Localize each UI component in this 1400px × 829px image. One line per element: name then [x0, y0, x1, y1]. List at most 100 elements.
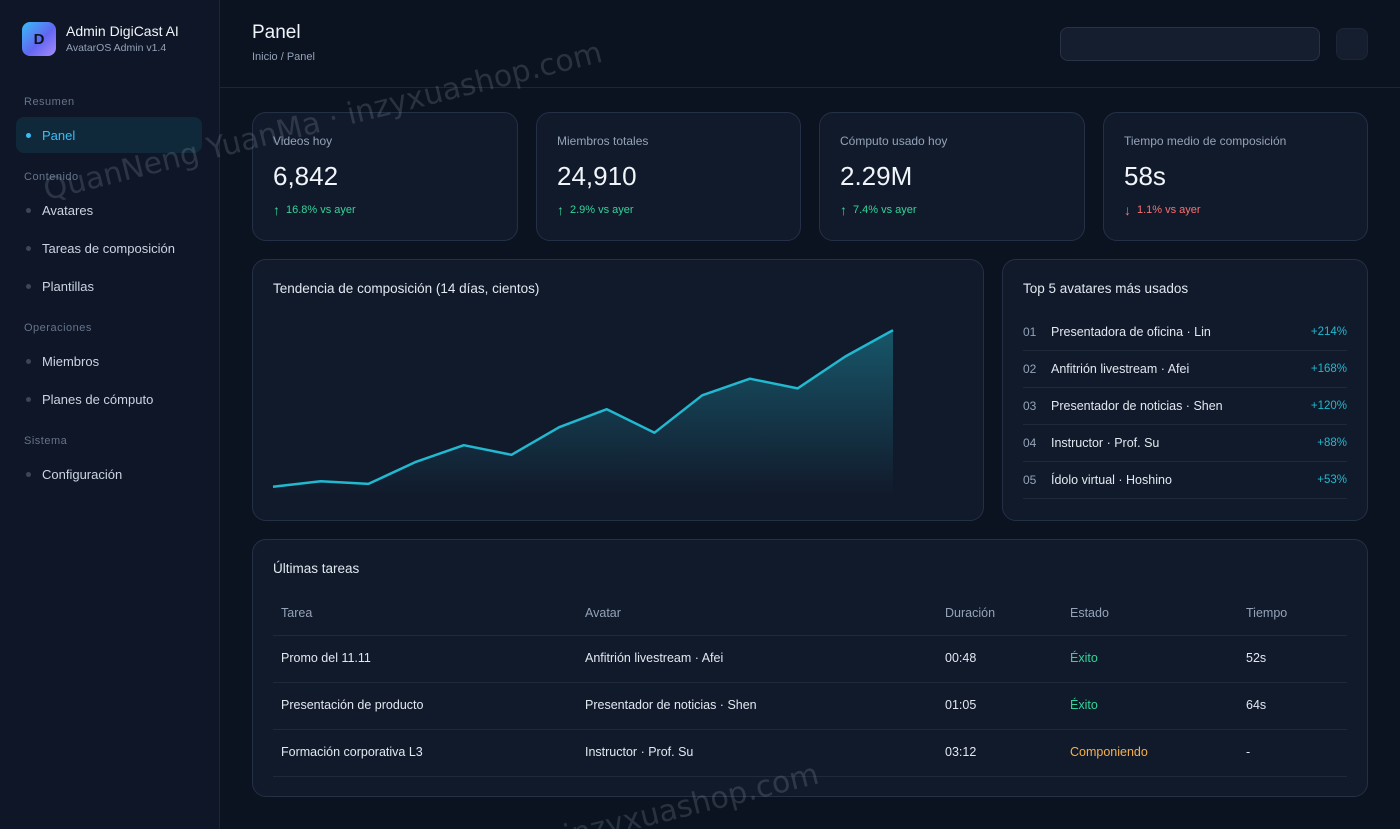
dot-icon: [26, 283, 31, 289]
status-badge: Éxito: [1070, 698, 1098, 712]
column-header-estado: Estado: [1070, 606, 1109, 620]
stat-value: 2.29M: [840, 161, 913, 191]
list-item[interactable]: 04 Instructor · Prof. Su +88%: [1023, 425, 1347, 462]
dot-icon: [26, 471, 31, 477]
avatar-name: Presentador de noticias · Shen: [1051, 399, 1223, 413]
arrow-up-icon: ↑: [557, 202, 564, 218]
top-avatars-card: Top 5 avatares más usados 01 Presentador…: [1002, 259, 1368, 521]
status-badge: Componiendo: [1070, 745, 1148, 759]
brand-logo: D: [22, 22, 56, 56]
header-action-button[interactable]: [1336, 28, 1368, 60]
task-time: -: [1246, 745, 1251, 759]
sidebar-item-configuracion[interactable]: Configuración: [16, 456, 202, 492]
stat-change: ↑ 2.9% vs ayer: [557, 202, 634, 218]
sidebar-item-avatares[interactable]: Avatares: [16, 192, 202, 228]
sidebar-item-miembros[interactable]: Miembros: [16, 343, 202, 379]
sidebar-item-planes[interactable]: Planes de cómputo: [16, 381, 202, 417]
nav-section-sistema: Sistema: [24, 435, 68, 447]
stat-change: ↓ 1.1% vs ayer: [1124, 202, 1201, 218]
arrow-up-icon: ↑: [840, 202, 847, 218]
sidebar-item-panel[interactable]: Panel: [16, 117, 202, 153]
rank-number: 05: [1023, 473, 1037, 487]
trend-chart-card: Tendencia de composición (14 días, cient…: [252, 259, 984, 521]
stat-value: 6,842: [273, 161, 339, 191]
dot-icon: [26, 207, 31, 213]
list-item[interactable]: 05 Ídolo virtual · Hoshino +53%: [1023, 462, 1347, 499]
header: Panel Inicio / Panel: [220, 0, 1400, 88]
sidebar-item-label: Tareas de composición: [42, 240, 175, 256]
brand: D Admin DigiCast AI AvatarOS Admin v1.4: [22, 22, 179, 56]
brand-title: Admin DigiCast AI: [66, 23, 179, 39]
stat-card-videos: Videos hoy 6,842 ↑ 16.8% vs ayer: [252, 112, 518, 241]
search-input[interactable]: [1060, 27, 1320, 61]
dot-icon: [26, 396, 31, 402]
sidebar-item-label: Miembros: [42, 353, 100, 369]
stat-change: ↑ 7.4% vs ayer: [840, 202, 917, 218]
trend-chart: [272, 329, 894, 495]
sidebar-item-label: Plantillas: [42, 278, 95, 294]
chart-title: Tendencia de composición (14 días, cient…: [273, 281, 540, 296]
stat-change-text: 1.1% vs ayer: [1137, 204, 1201, 216]
sidebar-item-plantillas[interactable]: Plantillas: [16, 268, 202, 304]
chart-area-fill: [273, 330, 893, 495]
nav-section-resumen: Resumen: [24, 96, 75, 108]
divider: [273, 776, 1347, 777]
dot-icon: [26, 358, 31, 364]
growth-value: +168%: [1310, 363, 1347, 375]
stat-change-text: 7.4% vs ayer: [853, 204, 917, 216]
divider: [273, 729, 1347, 730]
list-item[interactable]: 01 Presentadora de oficina · Lin +214%: [1023, 314, 1347, 351]
rank-number: 01: [1023, 325, 1037, 339]
growth-value: +120%: [1310, 400, 1347, 412]
tasks-card: Últimas tareas Tarea Avatar Duración Est…: [252, 539, 1368, 797]
task-avatar: Anfitrión livestream · Afei: [585, 651, 724, 665]
rank-number: 03: [1023, 399, 1037, 413]
page-title: Panel: [252, 22, 301, 43]
stat-value: 58s: [1124, 161, 1166, 191]
avatar-name: Instructor · Prof. Su: [1051, 436, 1160, 450]
stat-label: Tiempo medio de composición: [1124, 134, 1287, 148]
stat-value: 24,910: [557, 161, 637, 191]
column-header-avatar: Avatar: [585, 606, 621, 620]
task-name: Presentación de producto: [281, 698, 424, 712]
divider: [273, 635, 1347, 636]
stat-card-miembros: Miembros totales 24,910 ↑ 2.9% vs ayer: [536, 112, 801, 241]
sidebar-item-label: Avatares: [42, 202, 94, 218]
task-avatar: Presentador de noticias · Shen: [585, 698, 757, 712]
task-time: 52s: [1246, 651, 1267, 665]
nav-section-contenido: Contenido: [24, 171, 79, 183]
chart-series-line: [272, 329, 894, 488]
tasks-title: Últimas tareas: [273, 561, 360, 576]
sidebar-item-tareas[interactable]: Tareas de composición: [16, 230, 202, 266]
active-dot-icon: [26, 132, 31, 138]
top-avatars-title: Top 5 avatares más usados: [1023, 281, 1189, 296]
task-duration: 01:05: [945, 698, 977, 712]
stat-card-tiempo: Tiempo medio de composición 58s ↓ 1.1% v…: [1103, 112, 1368, 241]
column-header-tiempo: Tiempo: [1246, 606, 1288, 620]
divider: [273, 682, 1347, 683]
growth-value: +88%: [1317, 437, 1347, 449]
list-item[interactable]: 02 Anfitrión livestream · Afei +168%: [1023, 351, 1347, 388]
task-time: 64s: [1246, 698, 1267, 712]
stat-change: ↑ 16.8% vs ayer: [273, 202, 356, 218]
column-header-duracion: Duración: [945, 606, 996, 620]
rank-number: 02: [1023, 362, 1037, 376]
growth-value: +53%: [1317, 474, 1347, 486]
growth-value: +214%: [1310, 326, 1347, 338]
rank-number: 04: [1023, 436, 1037, 450]
dot-icon: [26, 245, 31, 251]
status-badge: Éxito: [1070, 651, 1098, 665]
list-item[interactable]: 03 Presentador de noticias · Shen +120%: [1023, 388, 1347, 425]
arrow-up-icon: ↑: [273, 202, 280, 218]
avatar-name: Presentadora de oficina · Lin: [1051, 325, 1211, 339]
nav-section-operaciones: Operaciones: [24, 322, 92, 334]
sidebar: D Admin DigiCast AI AvatarOS Admin v1.4 …: [0, 0, 220, 829]
arrow-down-icon: ↓: [1124, 202, 1131, 218]
brand-subtitle: AvatarOS Admin v1.4: [66, 42, 167, 54]
sidebar-item-label: Configuración: [42, 466, 123, 482]
task-name: Formación corporativa L3: [281, 745, 423, 759]
column-header-tarea: Tarea: [281, 606, 313, 620]
task-duration: 03:12: [945, 745, 977, 759]
avatar-name: Ídolo virtual · Hoshino: [1051, 473, 1172, 487]
sidebar-item-label: Planes de cómputo: [42, 391, 154, 407]
